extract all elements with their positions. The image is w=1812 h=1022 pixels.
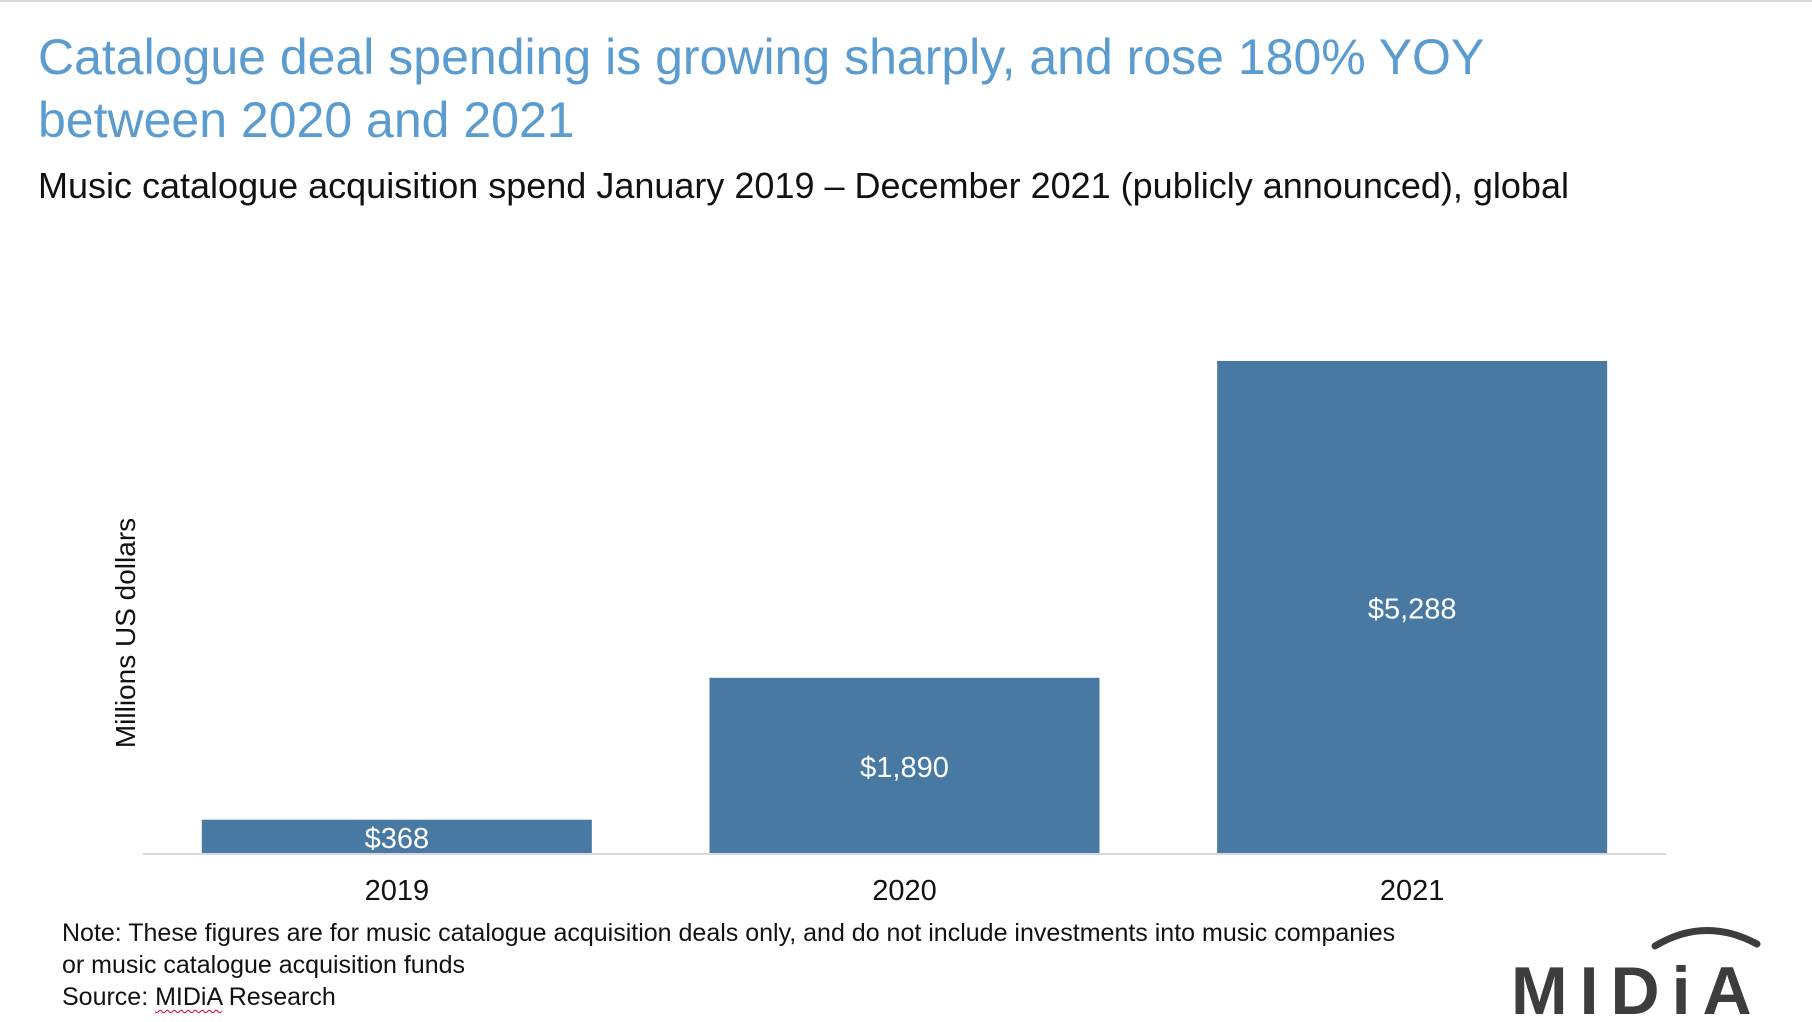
bar-2019 [201, 819, 592, 854]
logo-wordmark: MIDiA [1511, 953, 1764, 1022]
x-tick-label-2019: 2019 [365, 875, 430, 907]
x-tick-label-2021: 2021 [1380, 875, 1445, 907]
chart-title: Catalogue deal spending is growing sharp… [38, 29, 1484, 148]
source-brand: MIDiA [155, 983, 222, 1011]
bar-value-label-2020: $1,890 [860, 752, 949, 784]
source-prefix: Source: [62, 983, 156, 1011]
chart-source: Source: MIDiA Research [62, 981, 336, 1013]
bar-value-label-2021: $5,288 [1368, 594, 1457, 626]
y-axis-label: Millions US dollars [110, 517, 141, 749]
chart-subtitle: Music catalogue acquisition spend Januar… [38, 165, 1569, 206]
midia-logo: MIDiA [1511, 927, 1764, 1022]
source-suffix: Research [221, 983, 336, 1011]
logo-arc [1651, 927, 1761, 950]
bar-2021 [1217, 361, 1608, 854]
chart-note: Note: These figures are for music catalo… [62, 919, 1396, 979]
bar-value-label-2019: $368 [365, 823, 430, 855]
x-tick-label-2020: 2020 [872, 875, 937, 907]
bar-2020 [709, 677, 1100, 854]
top-rule [0, 0, 1812, 2]
